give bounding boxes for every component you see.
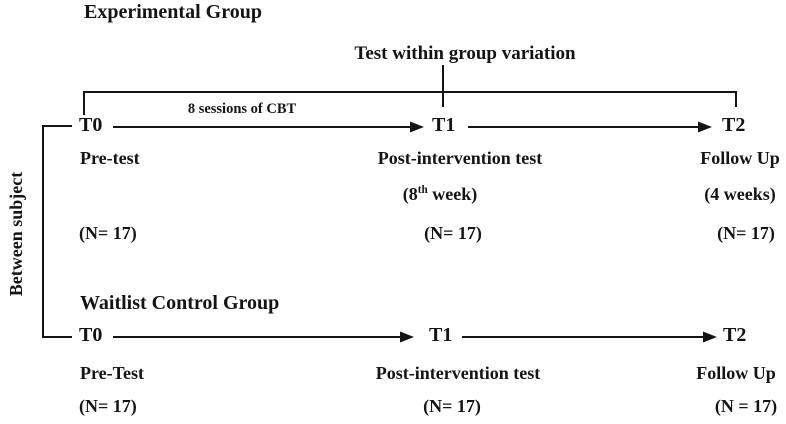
ctrl-timepoint-t1: T1 (429, 324, 453, 346)
between-subject-bracket (42, 125, 72, 338)
ctrl-timepoint-t2: T2 (723, 324, 747, 346)
control-group-title: Waitlist Control Group (80, 292, 280, 314)
exp-t1-detail-post: week) (427, 184, 478, 204)
exp-t0-label: Pre-test (80, 148, 140, 168)
within-group-variation-label: Test within group variation (354, 43, 576, 64)
ctrl-arrow-t0-t1 (113, 331, 414, 343)
exp-t1-detail: (8th week) (403, 184, 477, 204)
exp-timepoint-t0: T0 (79, 114, 103, 136)
within-group-bracket (83, 91, 737, 115)
exp-t2-detail: (4 weeks) (704, 184, 776, 204)
exp-t1-label: Post-intervention test (377, 148, 543, 168)
ctrl-t1-n: (N= 17) (423, 396, 481, 416)
ctrl-t2-n: (N = 17) (714, 396, 778, 416)
exp-t1-detail-sup: th (417, 184, 428, 196)
ctrl-t2-label: Follow Up (696, 363, 776, 383)
ctrl-t0-label: Pre-Test (80, 363, 144, 383)
ctrl-arrow-t1-t2 (462, 331, 717, 343)
exp-t1-detail-pre: (8 (402, 184, 418, 204)
exp-t0-n: (N= 17) (79, 223, 137, 243)
ctrl-t1-label: Post-intervention test (375, 363, 541, 383)
exp-arrow-t0-t1 (113, 121, 424, 133)
exp-arrow-t1-t2 (468, 121, 712, 133)
experimental-group-title: Experimental Group (84, 1, 262, 23)
exp-t2-label: Follow Up (700, 148, 780, 168)
ctrl-timepoint-t0: T0 (79, 324, 103, 346)
cbt-sessions-label: 8 sessions of CBT (187, 101, 297, 117)
exp-timepoint-t2: T2 (722, 114, 746, 136)
exp-t1-n: (N= 17) (424, 223, 482, 243)
ctrl-t0-n: (N= 17) (79, 396, 137, 416)
between-subject-label: Between subject (6, 171, 26, 297)
exp-t2-n: (N= 17) (717, 223, 775, 243)
exp-timepoint-t1: T1 (432, 114, 456, 136)
